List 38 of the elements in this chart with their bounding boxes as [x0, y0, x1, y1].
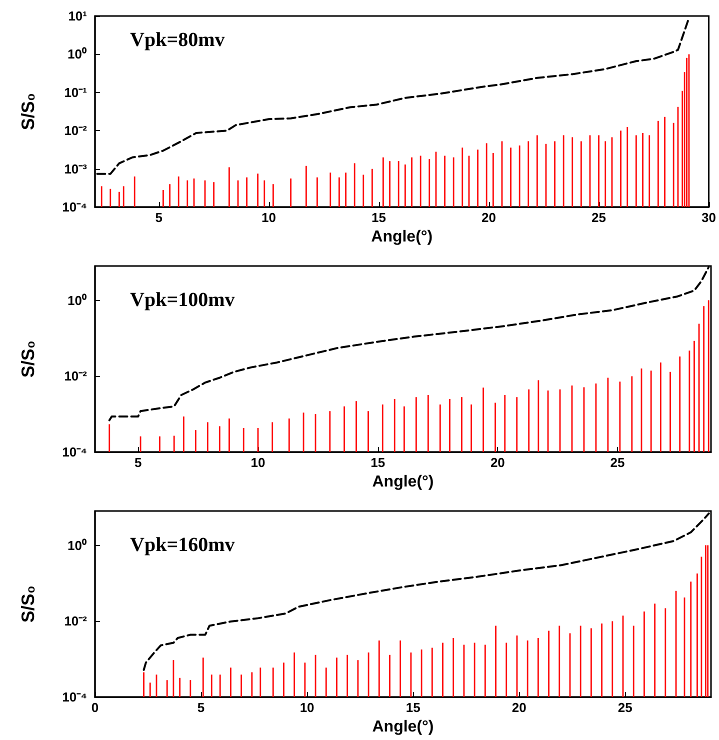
x-tick-label: 30 — [702, 210, 716, 226]
x-axis-title: Angle(°) — [372, 718, 434, 736]
y-axis-title: S/S₀ — [18, 92, 38, 130]
x-tick-label: 5 — [197, 700, 205, 716]
y-axis-title: S/S₀ — [18, 585, 38, 623]
y-tick-label: 10⁻² — [64, 368, 88, 384]
x-tick-label: 10 — [262, 210, 276, 226]
y-tick-label: 10⁻⁴ — [62, 690, 87, 705]
y-tick-label: 10⁻⁴ — [62, 444, 87, 460]
x-tick-label: 15 — [370, 455, 386, 470]
x-tick-label: 15 — [406, 700, 420, 716]
x-tick-label: 5 — [134, 455, 142, 470]
y-tick-label: 10⁻² — [64, 123, 88, 138]
y-tick-label: 10⁻³ — [64, 161, 88, 176]
x-tick-label: 20 — [490, 455, 505, 470]
x-tick-label: 25 — [592, 210, 606, 226]
x-axis-title: Angle(°) — [372, 474, 434, 490]
annotation: Vpk=80mv — [130, 29, 225, 51]
x-axis-title: Angle(°) — [371, 228, 433, 246]
annotation: Vpk=160mv — [130, 534, 235, 556]
x-tick-label: 15 — [372, 210, 386, 226]
y-tick-label: 10⁰ — [68, 46, 87, 62]
y-axis-title: S/S₀ — [18, 340, 38, 378]
x-tick-label: 0 — [91, 700, 99, 716]
x-tick-label: 5 — [155, 210, 162, 226]
x-tick-label: 20 — [482, 210, 496, 226]
x-tick-label: 20 — [512, 700, 526, 716]
y-tick-label: 10⁻⁴ — [62, 200, 87, 215]
y-tick-label: 10⁻² — [64, 614, 88, 629]
x-tick-label: 25 — [610, 455, 625, 470]
x-tick-label: 25 — [618, 700, 632, 716]
y-tick-label: 10⁻¹ — [64, 84, 87, 100]
y-tick-label: 10¹ — [68, 8, 87, 24]
y-tick-label: 10⁰ — [68, 538, 87, 553]
annotation: Vpk=100mv — [130, 289, 235, 311]
x-tick-label: 10 — [250, 455, 266, 470]
y-tick-label: 10⁰ — [68, 292, 87, 308]
x-tick-label: 10 — [300, 700, 314, 716]
